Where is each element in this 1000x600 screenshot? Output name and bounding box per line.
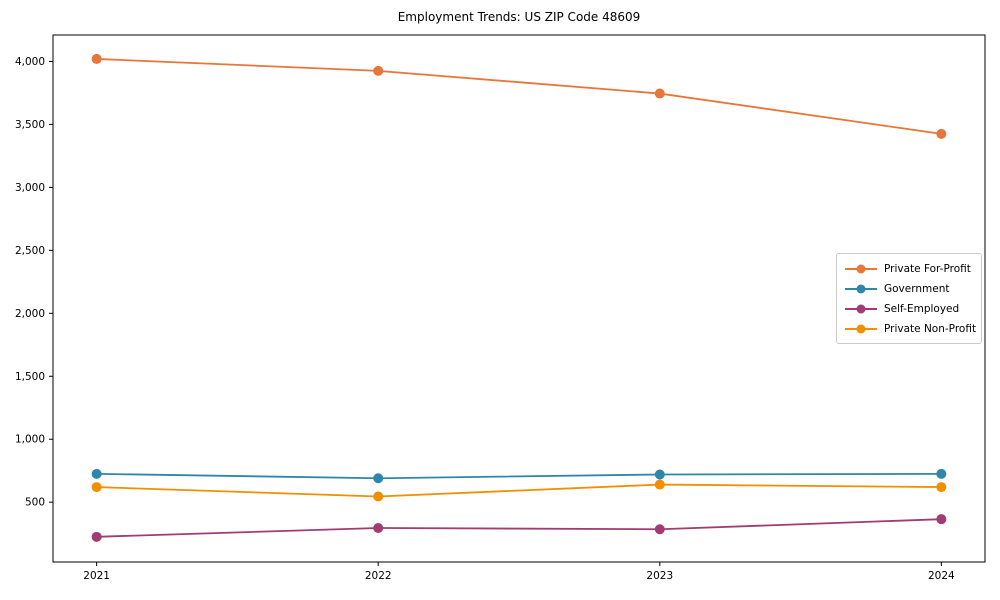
y-tick-label: 1,500 [15, 371, 45, 383]
x-tick-label: 2021 [83, 570, 110, 582]
series-marker-private-for-profit [91, 53, 102, 64]
series-marker-private-for-profit [654, 88, 665, 99]
series-marker-private-for-profit [373, 65, 384, 76]
series-marker-private-non-profit [373, 491, 384, 502]
legend-item-self-employed: Self-Employed [845, 300, 973, 317]
y-tick-label: 3,000 [15, 182, 45, 194]
series-marker-government [936, 468, 947, 479]
legend-line-marker-icon [845, 283, 877, 294]
series-marker-government [91, 468, 102, 479]
y-tick-label: 3,500 [15, 119, 45, 131]
legend-item-private-for-profit: Private For-Profit [845, 260, 973, 277]
series-marker-private-non-profit [654, 479, 665, 490]
series-line-private-non-profit [96, 483, 942, 498]
series-marker-government [654, 469, 665, 480]
legend-item-private-non-profit: Private Non-Profit [845, 320, 977, 337]
legend-item-government: Government [845, 280, 973, 297]
series-line-government [96, 472, 942, 480]
legend-label: Government [884, 282, 950, 295]
legend-line-marker-icon [845, 323, 877, 334]
x-tick-label: 2022 [365, 570, 392, 582]
series-marker-private-non-profit [91, 482, 102, 493]
series-marker-self-employed [373, 523, 384, 533]
series-line-self-employed [96, 518, 942, 538]
legend-label: Private Non-Profit [884, 322, 977, 335]
y-tick-label: 4,000 [15, 56, 45, 68]
y-tick-label: 500 [25, 497, 45, 509]
plot-frame [52, 34, 986, 563]
y-tick-label: 1,000 [15, 434, 45, 446]
y-tick-label: 2,000 [15, 308, 45, 320]
series-marker-self-employed [654, 524, 665, 535]
legend-label: Self-Employed [884, 302, 960, 315]
y-tick-label: 2,500 [15, 245, 45, 257]
legend-label: Private For-Profit [884, 262, 971, 275]
series-line-private-for-profit [96, 58, 942, 135]
series-marker-private-for-profit [936, 128, 947, 139]
x-tick-label: 2023 [646, 570, 673, 582]
x-tick-label: 2024 [928, 570, 955, 582]
legend-line-marker-icon [845, 303, 877, 314]
series-marker-government [373, 473, 384, 484]
legend: Private For-Profit Government Self-Employe… [836, 253, 982, 344]
series-marker-private-non-profit [936, 482, 947, 493]
legend-line-marker-icon [845, 263, 877, 274]
chart-title: Employment Trends: US ZIP Code 48609 [397, 10, 641, 24]
series-marker-self-employed [936, 514, 947, 525]
series-marker-self-employed [91, 531, 102, 542]
